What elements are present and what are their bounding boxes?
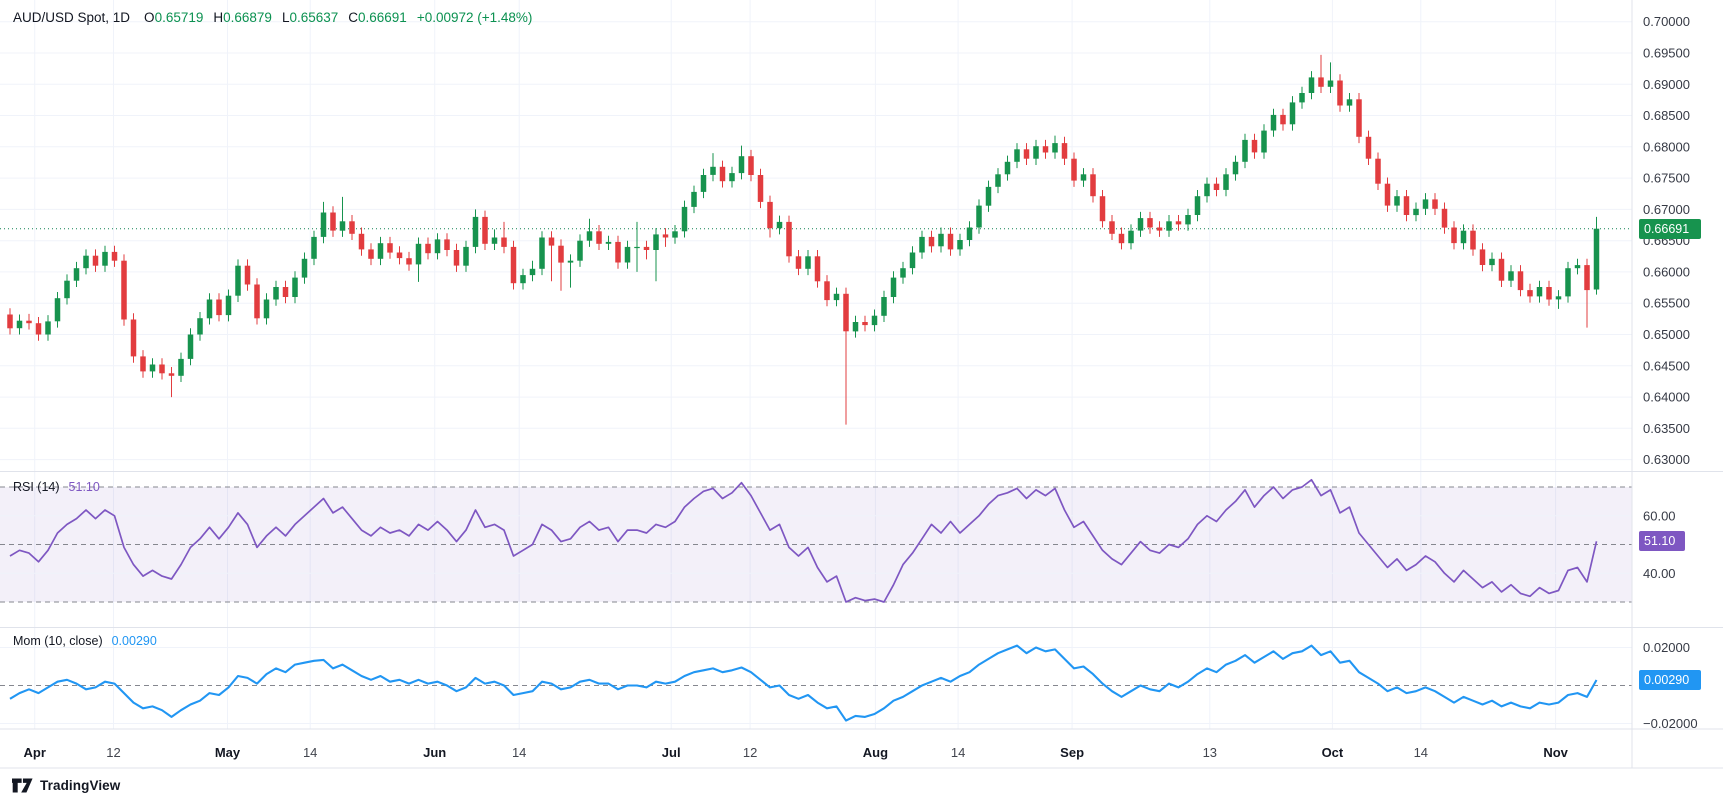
- candlestick-layer: [7, 54, 1600, 425]
- price-gridlines: [0, 21, 1632, 461]
- svg-text:Aug: Aug: [863, 745, 888, 760]
- rsi-pane-value: 51.10: [68, 480, 100, 494]
- svg-text:−0.02000: −0.02000: [1643, 716, 1698, 731]
- svg-text:Oct: Oct: [1322, 745, 1344, 760]
- last-price-badge: 0.66691: [1639, 219, 1701, 239]
- svg-text:14: 14: [951, 745, 965, 760]
- ohlc-close: C0.66691: [348, 10, 407, 25]
- svg-text:0.68500: 0.68500: [1643, 108, 1690, 123]
- chart-pan-surface[interactable]: [0, 0, 1632, 729]
- vertical-gridlines: [34, 0, 1557, 729]
- svg-text:0.64000: 0.64000: [1643, 390, 1690, 405]
- time-axis-scale[interactable]: [0, 729, 1632, 768]
- mom-pane-value: 0.00290: [111, 634, 157, 648]
- symbol-ohlc-header: AUD/USD Spot, 1D O0.65719 H0.66879 L0.65637…: [13, 8, 532, 28]
- price-axis-labels: 0.70000 0.69500 0.69000 0.68500 0.68000 0.675…: [1643, 14, 1690, 467]
- ohlc-open: O0.65719: [144, 10, 204, 25]
- svg-text:0.02000: 0.02000: [1643, 640, 1690, 655]
- svg-text:Nov: Nov: [1543, 745, 1568, 760]
- ohlc-high: H0.66879: [213, 10, 272, 25]
- svg-text:0.63000: 0.63000: [1643, 452, 1690, 467]
- panel-separators: [0, 0, 1723, 769]
- ohlc-low: L0.65637: [281, 10, 339, 25]
- svg-text:60.00: 60.00: [1643, 508, 1676, 523]
- svg-text:0.70000: 0.70000: [1643, 14, 1690, 29]
- symbol-title: AUD/USD Spot, 1D: [13, 10, 131, 25]
- svg-text:14: 14: [1414, 745, 1428, 760]
- change-value: +0.00972 (+1.48%): [416, 10, 533, 25]
- price-axis-scale[interactable]: [1632, 0, 1723, 768]
- svg-text:14: 14: [512, 745, 526, 760]
- tradingview-logo-icon: [12, 778, 33, 792]
- rsi-line: [9, 478, 1598, 603]
- svg-text:Sep: Sep: [1060, 745, 1084, 760]
- indicator-gridlines: [0, 515, 1632, 724]
- svg-text:Jun: Jun: [423, 745, 446, 760]
- svg-text:0.69000: 0.69000: [1643, 77, 1690, 92]
- svg-text:Apr: Apr: [24, 745, 46, 760]
- svg-text:0.68000: 0.68000: [1643, 139, 1690, 154]
- rsi-value-badge: 51.10: [1639, 531, 1685, 551]
- rsi-axis-labels: 60.00 40.00: [1643, 508, 1676, 581]
- svg-text:0.67000: 0.67000: [1643, 202, 1690, 217]
- svg-text:0.69500: 0.69500: [1643, 46, 1690, 61]
- level-dashed-lines: [0, 486, 1632, 686]
- svg-text:Jul: Jul: [662, 745, 681, 760]
- svg-text:14: 14: [303, 745, 317, 760]
- mom-line: [9, 644, 1598, 722]
- mom-pane-title: Mom (10, close): [13, 634, 103, 648]
- rsi-pane-header: RSI (14) 51.10: [13, 479, 100, 495]
- svg-text:0.64500: 0.64500: [1643, 358, 1690, 373]
- tradingview-brand-text: TradingView: [40, 777, 121, 793]
- svg-text:0.66000: 0.66000: [1643, 264, 1690, 279]
- rsi-pane-title: RSI (14): [13, 480, 60, 494]
- svg-text:12: 12: [743, 745, 757, 760]
- svg-text:13: 13: [1203, 745, 1217, 760]
- mom-pane-header: Mom (10, close) 0.00290: [13, 633, 157, 649]
- svg-text:12: 12: [106, 745, 120, 760]
- tradingview-attribution[interactable]: TradingView: [12, 774, 120, 796]
- svg-text:0.65500: 0.65500: [1643, 296, 1690, 311]
- svg-text:0.65000: 0.65000: [1643, 327, 1690, 342]
- mom-value-badge: 0.00290: [1639, 670, 1701, 690]
- time-axis-labels: Apr 12 May 14 Jun 14 Jul 12 Aug 14 Sep 13 Oct 14 Nov: [24, 745, 1569, 760]
- svg-text:40.00: 40.00: [1643, 566, 1676, 581]
- svg-text:0.67500: 0.67500: [1643, 171, 1690, 186]
- svg-text:May: May: [215, 745, 241, 760]
- svg-text:0.63500: 0.63500: [1643, 421, 1690, 436]
